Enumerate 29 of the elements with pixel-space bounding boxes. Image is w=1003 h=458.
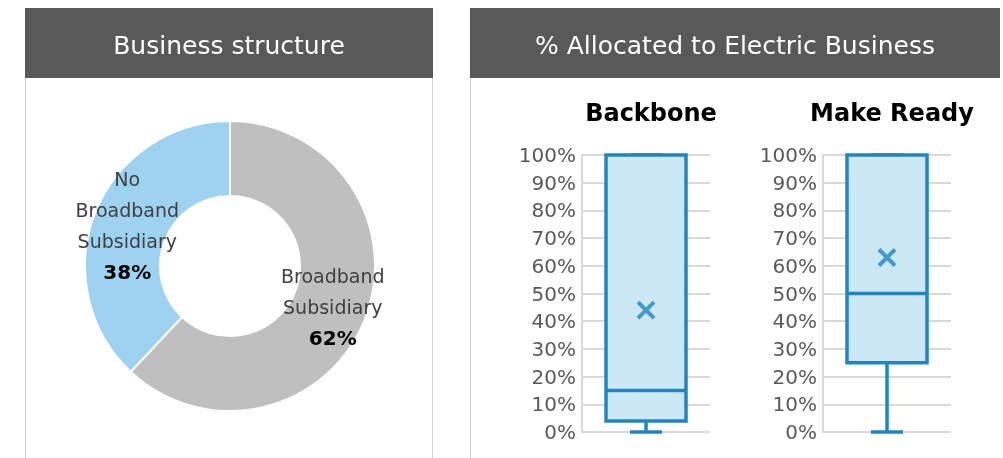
y-tick-label: 70% bbox=[531, 226, 576, 251]
y-tick-label: 20% bbox=[772, 364, 817, 389]
y-tick-label: 80% bbox=[772, 198, 817, 223]
y-tick-label: 100% bbox=[759, 143, 817, 167]
y-tick-label: 60% bbox=[531, 253, 576, 278]
y-tick-label: 90% bbox=[531, 170, 576, 195]
y-tick-label: 50% bbox=[772, 281, 817, 306]
y-tick-label: 80% bbox=[531, 198, 576, 223]
y-tick-label: 10% bbox=[531, 392, 576, 417]
chart-subtitle: Make Ready bbox=[810, 99, 975, 127]
y-tick-label: 0% bbox=[544, 420, 576, 444]
slice-label: Broadband Subsidiary bbox=[280, 264, 385, 318]
y-tick-label: 90% bbox=[772, 170, 817, 195]
y-tick-label: 70% bbox=[772, 226, 817, 251]
y-tick-label: 40% bbox=[531, 309, 576, 334]
chart-title: Business structure bbox=[113, 31, 345, 60]
y-tick-label: 60% bbox=[772, 253, 817, 278]
data-label: 38% bbox=[103, 259, 152, 284]
y-tick-label: 10% bbox=[772, 392, 817, 417]
y-tick-label: 30% bbox=[772, 336, 817, 361]
y-tick-label: 40% bbox=[772, 309, 817, 334]
data-label: 62% bbox=[308, 325, 357, 350]
chart-subtitle: Backbone bbox=[585, 99, 717, 127]
y-tick-label: 30% bbox=[531, 336, 576, 361]
y-tick-label: 50% bbox=[531, 281, 576, 306]
y-tick-label: 20% bbox=[531, 364, 576, 389]
y-tick-label: 100% bbox=[518, 143, 576, 167]
y-tick-label: 0% bbox=[785, 420, 817, 444]
chart-title: % Allocated to Electric Business bbox=[535, 31, 935, 60]
